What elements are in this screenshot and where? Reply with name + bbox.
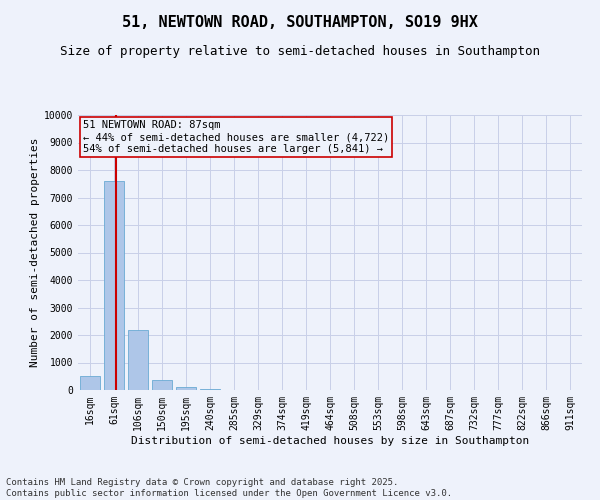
X-axis label: Distribution of semi-detached houses by size in Southampton: Distribution of semi-detached houses by … [131, 436, 529, 446]
Y-axis label: Number of semi-detached properties: Number of semi-detached properties [29, 138, 40, 367]
Text: Contains HM Land Registry data © Crown copyright and database right 2025.
Contai: Contains HM Land Registry data © Crown c… [6, 478, 452, 498]
Text: 51 NEWTOWN ROAD: 87sqm
← 44% of semi-detached houses are smaller (4,722)
54% of : 51 NEWTOWN ROAD: 87sqm ← 44% of semi-det… [83, 120, 389, 154]
Bar [104, 181, 124, 390]
Bar [176, 386, 196, 390]
Bar [80, 376, 100, 390]
Text: Size of property relative to semi-detached houses in Southampton: Size of property relative to semi-detach… [60, 45, 540, 58]
Bar [128, 330, 148, 390]
Text: 51, NEWTOWN ROAD, SOUTHAMPTON, SO19 9HX: 51, NEWTOWN ROAD, SOUTHAMPTON, SO19 9HX [122, 15, 478, 30]
Bar [152, 380, 172, 390]
Bar [200, 389, 220, 390]
